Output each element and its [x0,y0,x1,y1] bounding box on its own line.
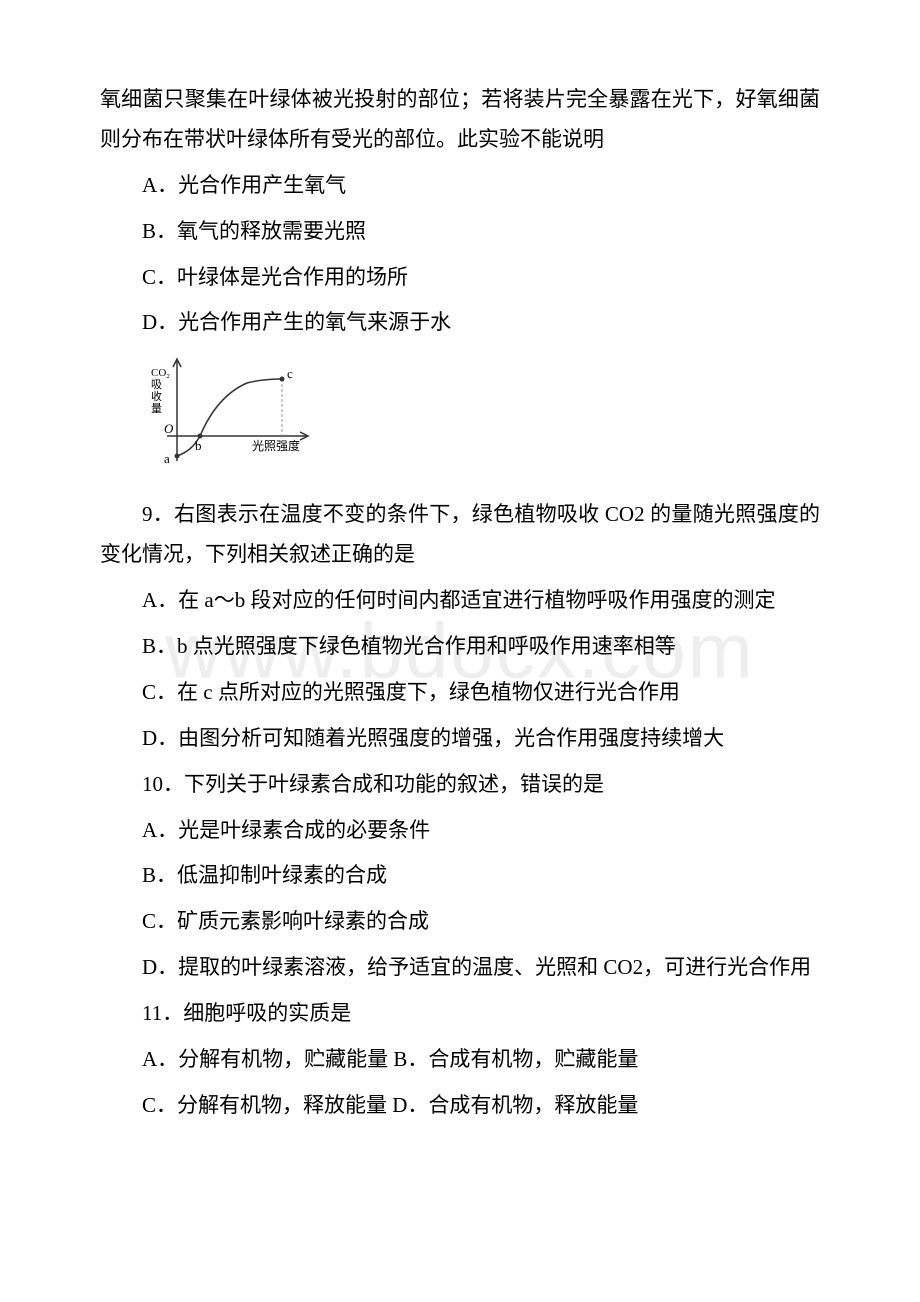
q8-option-c: C．叶绿体是光合作用的场所 [100,258,820,298]
q9-option-a: A．在 a～b 段对应的任何时间内都适宜进行植物呼吸作用强度的测定 [100,581,820,621]
q10-option-b: B．低温抑制叶绿素的合成 [100,856,820,896]
point-c-marker [280,377,285,382]
point-b-label: b [195,438,202,453]
origin-label: O [164,421,174,436]
co2-absorption-chart: a b c O CO₂ 吸 收 量 光照强度 [142,351,322,481]
q10-stem: 10．下列关于叶绿素合成和功能的叙述，错误的是 [100,765,820,805]
q8-option-a: A．光合作用产生氧气 [100,166,820,206]
point-c-label: c [287,366,293,381]
q8-option-b: B．氧气的释放需要光照 [100,212,820,252]
y-axis-label: CO₂ 吸 收 量 [151,367,173,415]
point-a-marker [175,454,180,459]
x-axis-label: 光照强度 [252,438,300,453]
q10-option-c: C．矿质元素影响叶绿素的合成 [100,902,820,942]
q10-option-d: D．提取的叶绿素溶液，给予适宜的温度、光照和 CO2，可进行光合作用 [100,948,820,988]
document-content: 氧细菌只聚集在叶绿体被光投射的部位；若将装片完全暴露在光下，好氧细菌则分布在带状… [100,80,820,1126]
q9-stem: 9．右图表示在温度不变的条件下，绿色植物吸收 CO2 的量随光照强度的变化情况，… [100,495,820,575]
q11-stem: 11．细胞呼吸的实质是 [100,994,820,1034]
intro-paragraph: 氧细菌只聚集在叶绿体被光投射的部位；若将装片完全暴露在光下，好氧细菌则分布在带状… [100,80,820,160]
q10-option-a: A．光是叶绿素合成的必要条件 [100,811,820,851]
q9-option-c: C．在 c 点所对应的光照强度下，绿色植物仅进行光合作用 [100,673,820,713]
q11-option-cd: C．分解有机物，释放能量 D．合成有机物，释放能量 [100,1086,820,1126]
q9-option-b: B．b 点光照强度下绿色植物光合作用和呼吸作用速率相等 [100,627,820,667]
chart-svg: a b c O CO₂ 吸 收 量 光照强度 [142,351,322,481]
point-a-label: a [164,451,170,466]
q11-option-ab: A．分解有机物，贮藏能量 B．合成有机物，贮藏能量 [100,1040,820,1080]
q8-option-d: D．光合作用产生的氧气来源于水 [100,303,820,343]
q9-option-d: D．由图分析可知随着光照强度的增强，光合作用强度持续增大 [100,719,820,759]
